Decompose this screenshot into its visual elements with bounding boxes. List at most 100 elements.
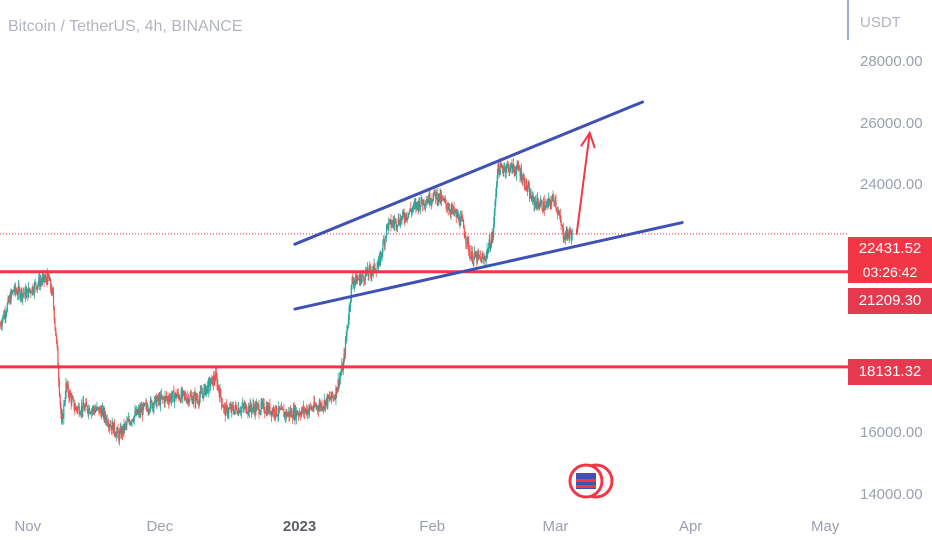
candle-body (225, 405, 227, 416)
candle-body (161, 396, 163, 398)
candle-body (259, 413, 261, 415)
candle-body (86, 405, 88, 411)
candle-body (141, 408, 143, 415)
candle-body (454, 210, 457, 212)
candle-body (381, 252, 383, 255)
candle-body (330, 391, 333, 399)
candle-body (567, 228, 569, 235)
candle-body (92, 407, 94, 410)
candle-body (445, 199, 447, 205)
flag-badge-icon[interactable] (568, 463, 614, 499)
candle-body (51, 288, 53, 294)
candle-body (396, 225, 399, 227)
candle-body (397, 218, 399, 226)
candle-body (550, 200, 553, 206)
candle-body (479, 254, 481, 258)
candle-body (3, 312, 6, 319)
candle-body (192, 400, 194, 404)
candle-body (212, 376, 215, 386)
candle-body (209, 384, 212, 388)
candle-body (471, 251, 473, 263)
candle-body (12, 290, 14, 292)
candle-body (561, 225, 563, 227)
x-tick-label: May (810, 518, 840, 535)
candle-body (256, 404, 259, 406)
candle-body (420, 197, 422, 206)
candle-body (95, 409, 97, 411)
candle-body (170, 395, 172, 401)
candle-body (265, 407, 267, 413)
candle-body (343, 353, 345, 363)
candle-body (226, 406, 228, 415)
candle-body (151, 404, 154, 408)
candle-body (17, 286, 19, 295)
candle-body (108, 425, 110, 428)
candle-body (52, 292, 55, 307)
candle-body (347, 325, 349, 330)
candle-body (570, 230, 572, 234)
candle-body (16, 291, 18, 295)
candle-body (360, 278, 362, 284)
candle-body (547, 201, 549, 206)
candles-layer (0, 157, 573, 446)
candle-body (476, 252, 479, 263)
candle-body (23, 293, 25, 295)
candle-body (536, 197, 538, 208)
candle-body (399, 223, 401, 226)
candle-body (314, 401, 316, 407)
candle-body (160, 394, 162, 405)
candle-body (249, 402, 251, 413)
candle-body (453, 206, 455, 213)
candle-body (303, 407, 305, 412)
candle-body (545, 203, 548, 206)
candle-body (379, 256, 381, 264)
candle-body (173, 390, 175, 402)
candle-body (211, 376, 213, 379)
candle-body (195, 394, 197, 403)
candle-body (1, 319, 3, 326)
candle-body (109, 425, 111, 427)
candle-body (528, 186, 530, 188)
candle-body (428, 193, 430, 203)
candle-body (110, 425, 112, 427)
candle-body (24, 288, 26, 294)
candle-body (131, 419, 133, 423)
candle-body (346, 329, 348, 337)
candle-body (260, 402, 262, 412)
candle-body (179, 399, 181, 401)
bullish-arrow-shaft (575, 132, 591, 236)
candle-body (476, 254, 478, 263)
candle-body (88, 407, 90, 414)
candle-body (363, 280, 366, 282)
quote-unit-label: USDT (860, 14, 901, 31)
candle-body (439, 193, 441, 201)
candle-body (182, 390, 184, 397)
candle-body (531, 195, 534, 202)
candle-body (240, 407, 242, 412)
candle-body (164, 396, 166, 404)
candle-body (325, 397, 328, 401)
candle-body (546, 201, 548, 204)
candle-body (204, 385, 206, 389)
candle-body (394, 219, 396, 221)
candle-body (517, 165, 520, 170)
candle-body (36, 286, 38, 289)
candle-body (6, 311, 8, 314)
candle-body (391, 221, 394, 225)
candle-body (113, 422, 115, 434)
candle-body (457, 215, 460, 219)
candle-body (443, 198, 446, 201)
candle-body (8, 298, 10, 302)
candle-body (416, 202, 418, 209)
candle-body (178, 395, 180, 400)
candle-body (440, 196, 443, 202)
candle-body (234, 409, 236, 414)
candle-body (101, 409, 103, 417)
candle-body (509, 170, 511, 173)
candle-body (91, 409, 93, 414)
candle-body (55, 327, 57, 336)
candle-body (267, 405, 270, 413)
candle-body (387, 223, 389, 230)
